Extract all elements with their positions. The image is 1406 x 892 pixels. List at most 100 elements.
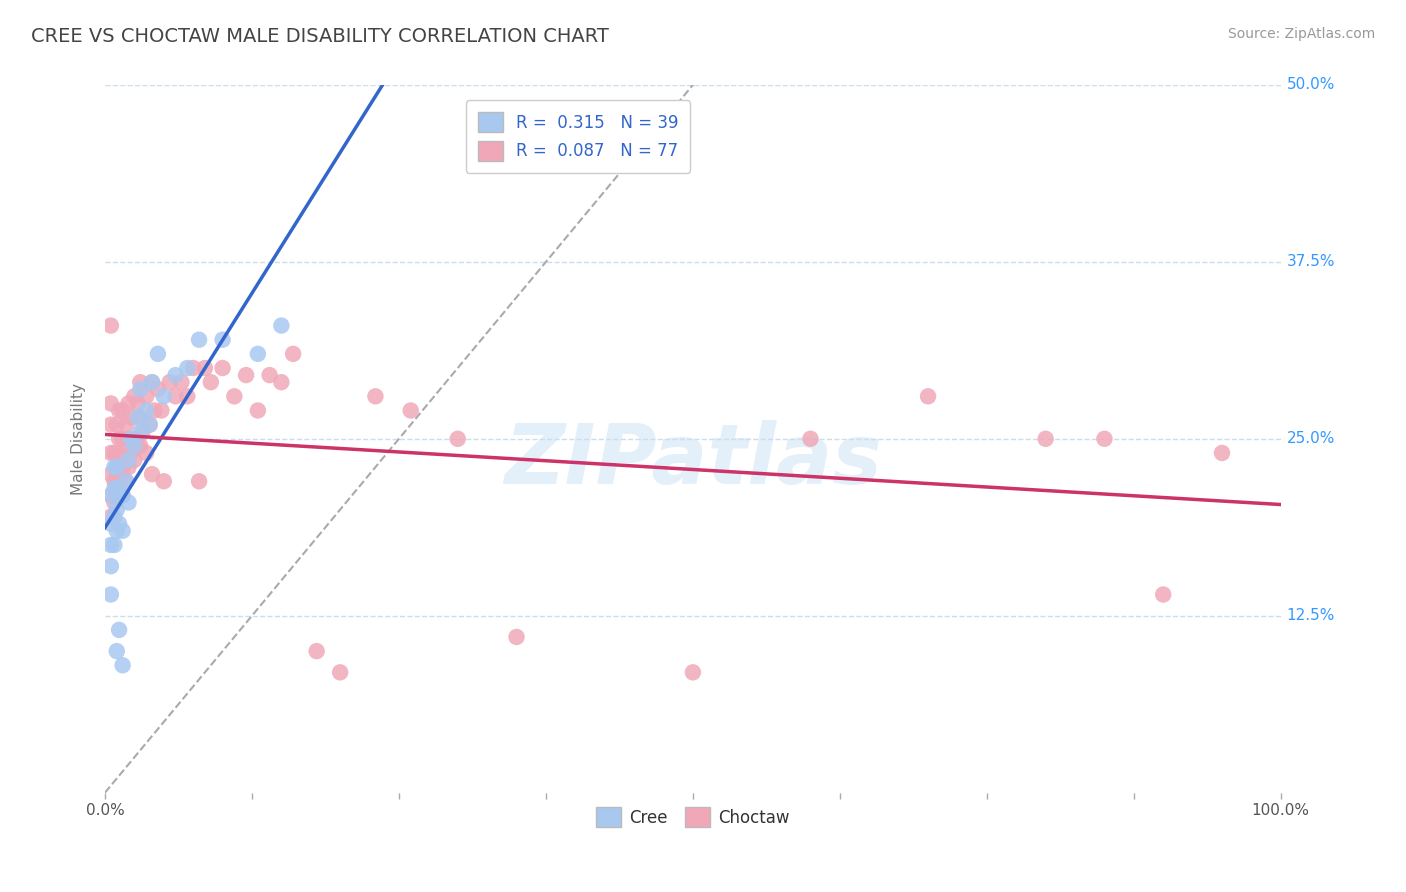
Point	[100, 446, 122, 460]
Point	[108, 403, 131, 417]
Point	[917, 389, 939, 403]
Point	[111, 403, 134, 417]
Point	[110, 467, 132, 482]
Point	[103, 495, 125, 509]
Point	[270, 375, 292, 389]
Point	[111, 432, 134, 446]
Point	[108, 460, 131, 475]
Point	[364, 389, 387, 403]
Point	[799, 432, 821, 446]
Point	[135, 389, 157, 403]
Point	[246, 347, 269, 361]
Point	[100, 488, 122, 502]
Point	[146, 382, 169, 396]
Point	[124, 389, 146, 403]
Text: 37.5%: 37.5%	[1286, 254, 1336, 269]
Point	[1035, 432, 1057, 446]
Point	[135, 403, 157, 417]
Point	[200, 375, 222, 389]
Point	[100, 396, 122, 410]
Point	[505, 630, 527, 644]
Point	[129, 375, 152, 389]
Point	[141, 375, 163, 389]
Point	[138, 417, 160, 432]
Point	[105, 446, 128, 460]
Point	[211, 333, 233, 347]
Point	[129, 382, 152, 396]
Point	[108, 432, 131, 446]
Point	[108, 481, 131, 495]
Point	[108, 623, 131, 637]
Point	[120, 446, 142, 460]
Point	[103, 481, 125, 495]
Point	[103, 509, 125, 524]
Point	[152, 475, 174, 489]
Point	[103, 475, 125, 489]
Point	[399, 403, 422, 417]
Text: 12.5%: 12.5%	[1286, 608, 1336, 624]
Point	[117, 453, 139, 467]
Point	[146, 347, 169, 361]
Point	[111, 488, 134, 502]
Point	[117, 495, 139, 509]
Point	[124, 453, 146, 467]
Point	[124, 439, 146, 453]
Point	[105, 524, 128, 538]
Point	[165, 368, 187, 383]
Point	[135, 446, 157, 460]
Point	[682, 665, 704, 680]
Point	[129, 425, 152, 439]
Point	[100, 417, 122, 432]
Point	[115, 475, 138, 489]
Point	[127, 410, 149, 425]
Point	[152, 389, 174, 403]
Point	[115, 446, 138, 460]
Text: CREE VS CHOCTAW MALE DISABILITY CORRELATION CHART: CREE VS CHOCTAW MALE DISABILITY CORRELAT…	[31, 27, 609, 45]
Text: Source: ZipAtlas.com: Source: ZipAtlas.com	[1227, 27, 1375, 41]
Point	[211, 361, 233, 376]
Point	[143, 403, 166, 417]
Point	[100, 559, 122, 574]
Point	[188, 333, 211, 347]
Point	[141, 375, 163, 389]
Point	[115, 417, 138, 432]
Point	[120, 410, 142, 425]
Point	[100, 538, 122, 552]
Point	[150, 403, 173, 417]
Point	[176, 361, 198, 376]
Point	[111, 524, 134, 538]
Point	[117, 460, 139, 475]
Point	[131, 425, 153, 439]
Point	[120, 432, 142, 446]
Point	[138, 417, 160, 432]
Y-axis label: Male Disability: Male Disability	[72, 383, 86, 495]
Point	[105, 488, 128, 502]
Text: 50.0%: 50.0%	[1286, 78, 1336, 93]
Point	[1094, 432, 1116, 446]
Point	[105, 417, 128, 432]
Point	[117, 396, 139, 410]
Point	[281, 347, 304, 361]
Point	[105, 467, 128, 482]
Point	[100, 516, 122, 531]
Point	[176, 389, 198, 403]
Point	[108, 516, 131, 531]
Point	[181, 361, 204, 376]
Point	[111, 460, 134, 475]
Point	[100, 488, 122, 502]
Point	[103, 460, 125, 475]
Point	[105, 460, 128, 475]
Point	[103, 538, 125, 552]
Point	[129, 410, 152, 425]
Point	[127, 439, 149, 453]
Point	[100, 467, 122, 482]
Legend: Cree, Choctaw: Cree, Choctaw	[589, 800, 796, 834]
Point	[105, 481, 128, 495]
Point	[108, 488, 131, 502]
Point	[170, 375, 193, 389]
Point	[111, 658, 134, 673]
Point	[270, 318, 292, 333]
Point	[1211, 446, 1233, 460]
Text: 25.0%: 25.0%	[1286, 432, 1336, 446]
Point	[105, 502, 128, 516]
